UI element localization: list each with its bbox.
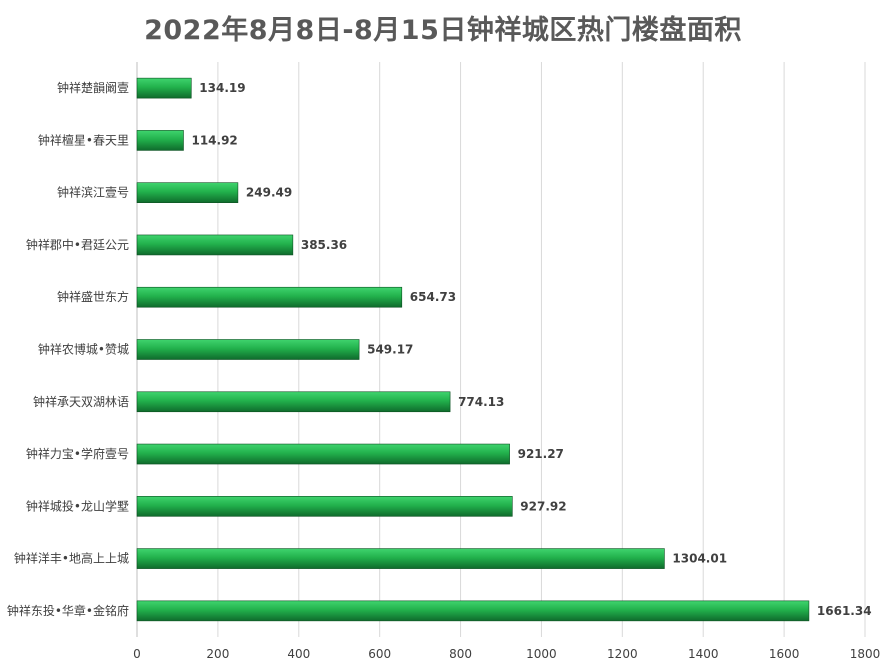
x-tick-label: 1600 [769, 647, 800, 661]
data-label: 654.73 [410, 290, 456, 304]
category-label: 钟祥农博城•赞城 [38, 342, 129, 357]
bars [136, 77, 810, 622]
x-tick-label: 200 [206, 647, 229, 661]
data-label: 1661.34 [817, 604, 872, 618]
category-label: 钟祥檀星•春天里 [38, 132, 129, 147]
data-label: 921.27 [518, 447, 564, 461]
category-label: 钟祥洋丰•地高上上城 [14, 551, 129, 566]
bar [136, 443, 510, 465]
x-tick-label: 600 [368, 647, 391, 661]
bar [136, 130, 184, 151]
x-tick-label: 1000 [526, 647, 557, 661]
bar [136, 600, 810, 622]
data-label: 134.19 [199, 81, 245, 95]
x-tick-label: 0 [133, 647, 141, 661]
category-label: 钟祥郡中•君廷公元 [26, 237, 129, 252]
category-label: 钟祥滨江壹号 [57, 185, 129, 200]
category-label: 钟祥盛世东方 [57, 289, 129, 304]
bar [136, 548, 665, 569]
x-tick-label: 1400 [688, 647, 719, 661]
bar [136, 496, 513, 517]
category-label: 钟祥承天双湖林语 [33, 394, 129, 409]
category-label: 钟祥力宝•学府壹号 [26, 446, 129, 461]
bar [136, 182, 239, 203]
x-tick-label: 1200 [607, 647, 638, 661]
labels: 0 200 400 600 800 1000 1200 1400 1600 1800 钟祥楚韻阚壹 1… [7, 80, 880, 661]
data-label: 927.92 [520, 499, 566, 513]
data-label: 249.49 [246, 186, 292, 200]
x-tick-label: 1800 [850, 647, 881, 661]
category-label: 钟祥东投•华章•金铭府 [7, 603, 129, 618]
bar [136, 286, 403, 308]
data-label: 114.92 [191, 133, 237, 147]
chart-title: 2022年8月8日-8月15日钟祥城区热门楼盘面积 [144, 15, 742, 46]
x-tick-label: 400 [287, 647, 310, 661]
category-label: 钟祥楚韻阚壹 [57, 80, 129, 95]
x-tick-label: 800 [449, 647, 472, 661]
data-label: 774.13 [458, 395, 504, 409]
data-label: 385.36 [301, 238, 347, 252]
data-label: 549.17 [367, 343, 413, 357]
category-label: 钟祥城投•龙山学墅 [26, 498, 129, 513]
bar [136, 391, 451, 413]
bar [136, 77, 192, 99]
data-label: 1304.01 [672, 552, 727, 566]
bar [136, 339, 360, 360]
bar [136, 234, 294, 256]
